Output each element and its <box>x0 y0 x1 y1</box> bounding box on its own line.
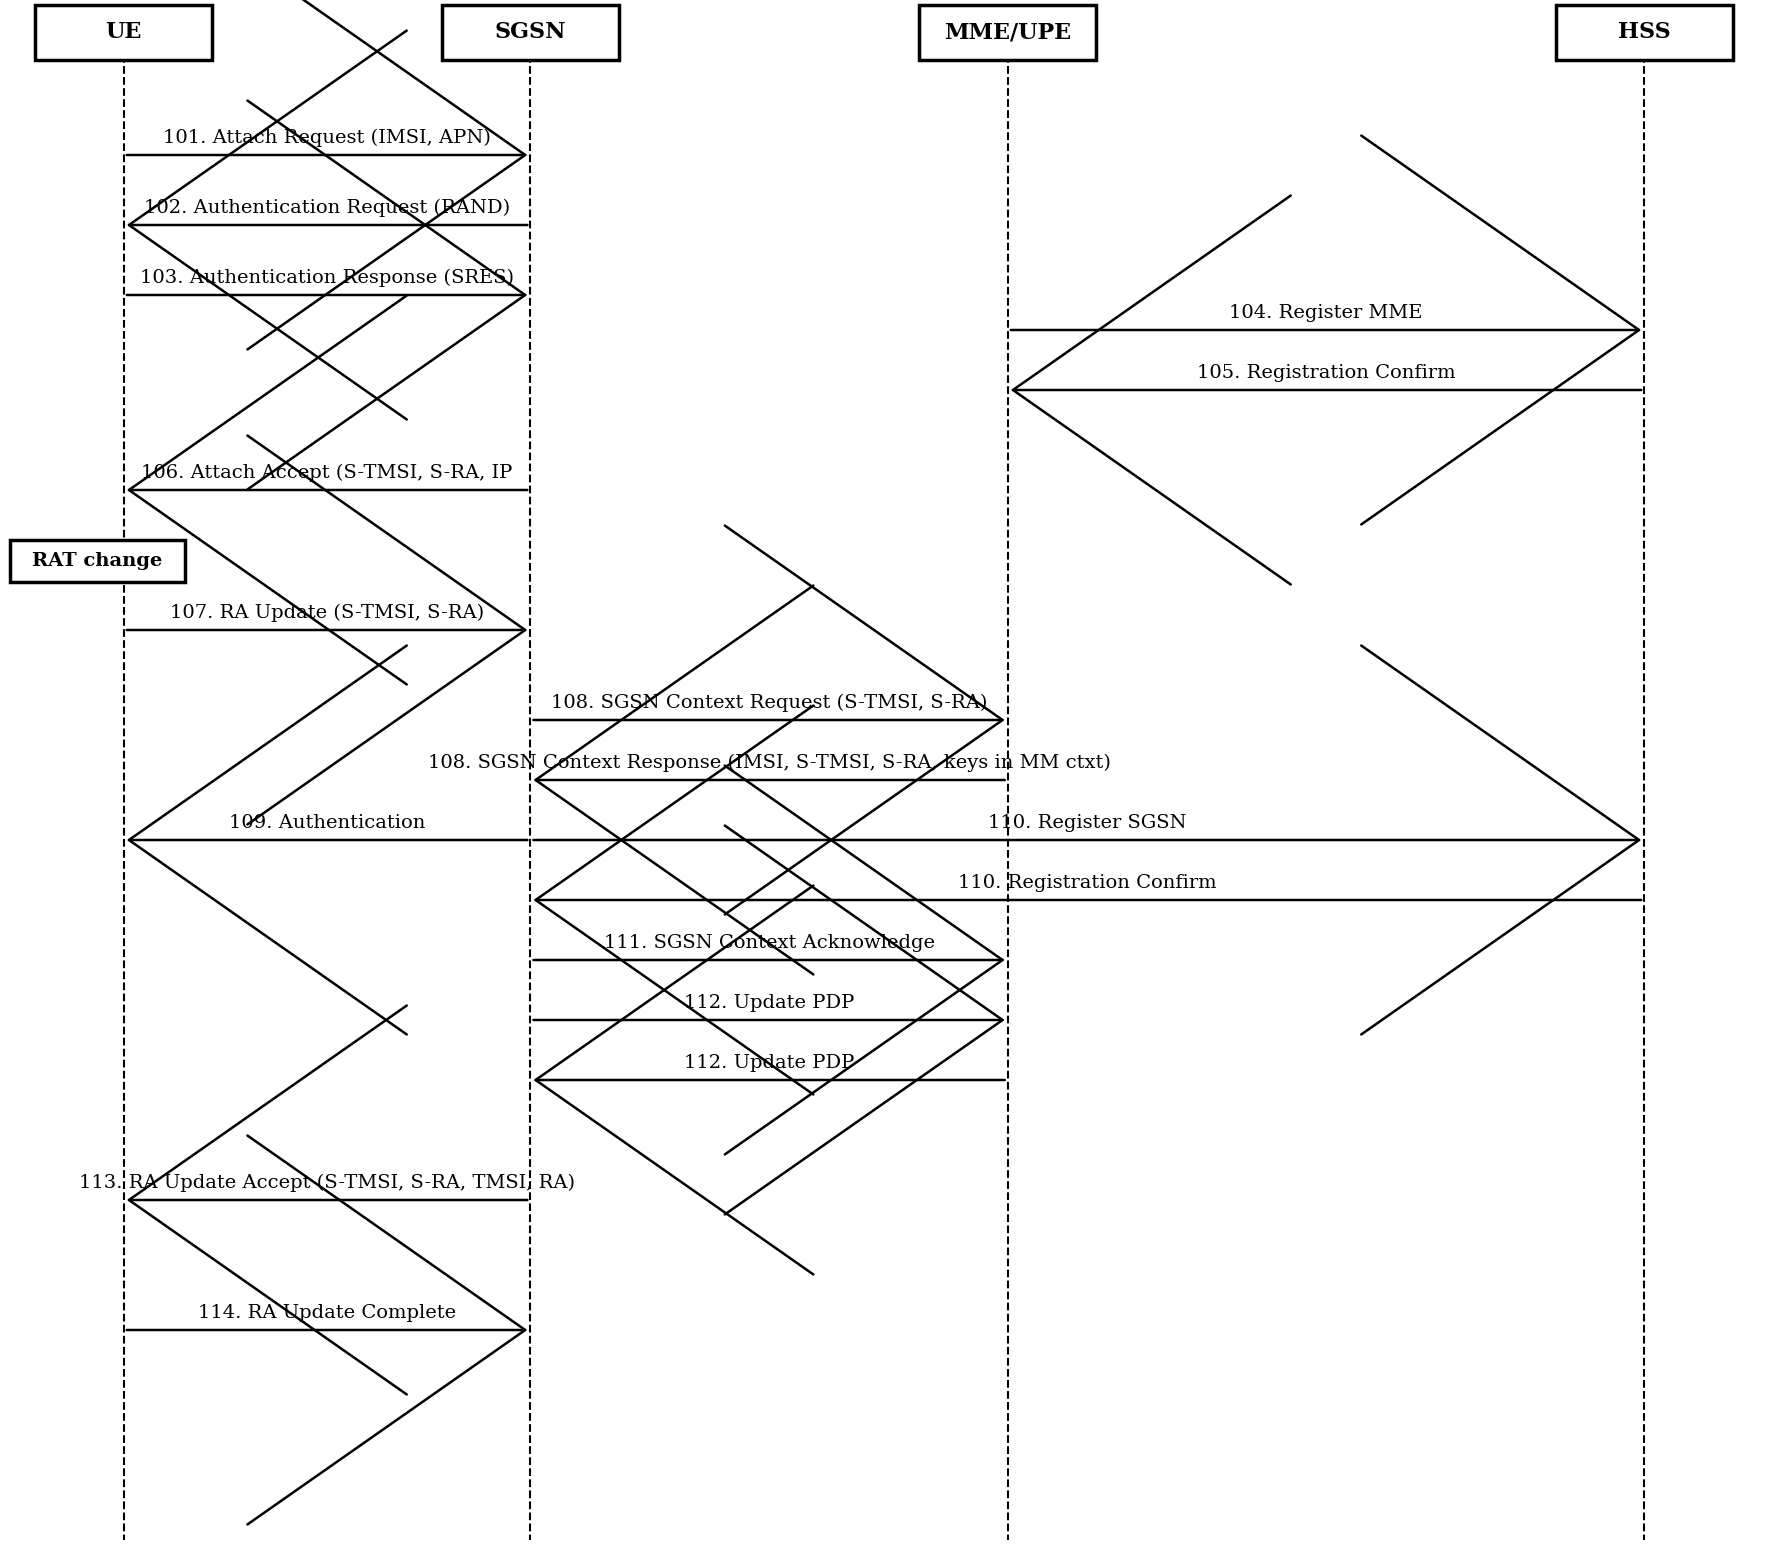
Text: UE: UE <box>106 22 141 43</box>
Text: 102. Authentication Request (RAND): 102. Authentication Request (RAND) <box>143 198 511 217</box>
Text: 112. Update PDP: 112. Update PDP <box>684 995 854 1012</box>
Bar <box>919 5 1096 60</box>
Bar <box>442 5 619 60</box>
Text: 114. RA Update Complete: 114. RA Update Complete <box>198 1304 456 1323</box>
Text: 101. Attach Request (IMSI, APN): 101. Attach Request (IMSI, APN) <box>163 128 492 147</box>
Text: 108. SGSN Context Request (S-TMSI, S-RA): 108. SGSN Context Request (S-TMSI, S-RA) <box>552 693 987 712</box>
Text: HSS: HSS <box>1618 22 1671 43</box>
Text: 104. Register MME: 104. Register MME <box>1229 305 1423 322</box>
Text: 109. Authentication: 109. Authentication <box>228 814 426 832</box>
Text: MME/UPE: MME/UPE <box>944 22 1071 43</box>
Bar <box>1556 5 1733 60</box>
Text: 105. Registration Confirm: 105. Registration Confirm <box>1197 364 1455 382</box>
Bar <box>35 5 212 60</box>
Bar <box>11 540 186 582</box>
Text: 108. SGSN Context Response (IMSI, S-TMSI, S-RA, keys in MM ctxt): 108. SGSN Context Response (IMSI, S-TMSI… <box>428 753 1110 772</box>
Text: RAT change: RAT change <box>32 552 163 569</box>
Text: 110. Register SGSN: 110. Register SGSN <box>988 814 1186 832</box>
Text: 111. SGSN Context Acknowledge: 111. SGSN Context Acknowledge <box>603 934 935 951</box>
Text: 112. Update PDP: 112. Update PDP <box>684 1054 854 1072</box>
Text: 103. Authentication Response (SRES): 103. Authentication Response (SRES) <box>140 269 514 288</box>
Text: 113. RA Update Accept (S-TMSI, S-RA, TMSI, RA): 113. RA Update Accept (S-TMSI, S-RA, TMS… <box>80 1174 575 1193</box>
Text: 106. Attach Accept (S-TMSI, S-RA, IP: 106. Attach Accept (S-TMSI, S-RA, IP <box>141 464 513 483</box>
Text: 107. RA Update (S-TMSI, S-RA): 107. RA Update (S-TMSI, S-RA) <box>170 603 484 622</box>
Text: SGSN: SGSN <box>495 22 566 43</box>
Text: 110. Registration Confirm: 110. Registration Confirm <box>958 874 1216 893</box>
